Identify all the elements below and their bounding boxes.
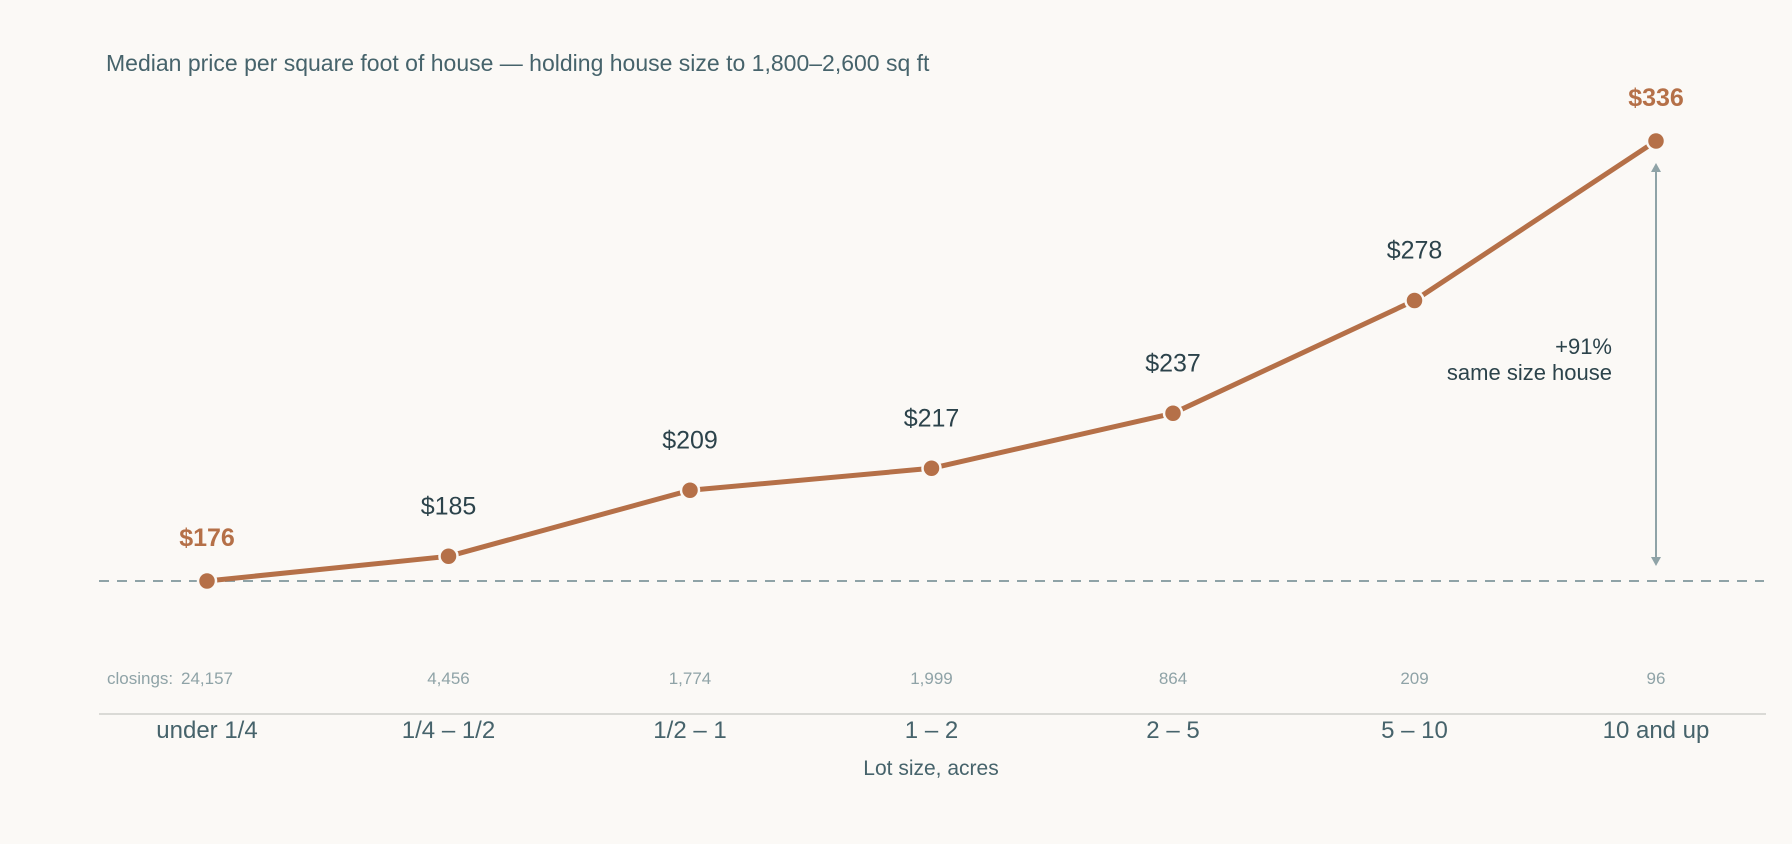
closings-count: 864 [1159, 669, 1187, 688]
x-tick-label: 1/2 – 1 [653, 717, 726, 744]
data-point [1645, 130, 1667, 152]
data-label: $176 [179, 524, 235, 552]
x-tick-label: 5 – 10 [1381, 717, 1448, 744]
closings-count: 1,774 [669, 669, 712, 688]
data-label: $209 [662, 426, 718, 454]
data-label: $217 [904, 404, 960, 432]
closings-count: 4,456 [427, 669, 470, 688]
data-point [1162, 403, 1184, 424]
data-label: $336 [1628, 84, 1684, 112]
data-point [438, 546, 459, 567]
x-tick-label: 1 – 2 [905, 717, 958, 744]
x-tick-label: 10 and up [1603, 717, 1710, 744]
data-point [1404, 290, 1425, 311]
x-tick-label: 2 – 5 [1146, 717, 1199, 744]
annotation-text: same size house [1447, 360, 1612, 385]
arrow-down-icon [1651, 557, 1661, 566]
arrow-up-icon [1651, 163, 1661, 172]
closings-count: 1,999 [910, 669, 953, 688]
data-label: $278 [1387, 237, 1443, 265]
data-point [679, 480, 701, 501]
closings-group: 24,157 4,456 1,774 1,999 864 209 96 [181, 669, 1665, 688]
series-group: $176 $185 $209 $217 $237 $278 $336 [179, 84, 1684, 592]
chart-title: Median price per square foot of house — … [106, 50, 930, 76]
closings-count: 96 [1647, 669, 1666, 688]
x-tick-label: 1/4 – 1/2 [402, 717, 495, 744]
x-axis-label: Lot size, acres [863, 757, 998, 780]
data-point [921, 458, 942, 479]
closings-prefix: closings: [107, 669, 173, 688]
annotation-percent: +91% [1555, 334, 1612, 359]
data-point [196, 570, 218, 592]
category-labels-group: under 1/4 1/4 – 1/2 1/2 – 1 1 – 2 2 – 5 5 – 1… [156, 717, 1709, 744]
change-arrow [1651, 163, 1661, 566]
closings-count: 24,157 [181, 669, 233, 688]
data-label: $237 [1145, 349, 1201, 377]
data-label: $185 [421, 492, 477, 520]
x-tick-label: under 1/4 [156, 717, 257, 744]
closings-count: 209 [1400, 669, 1428, 688]
